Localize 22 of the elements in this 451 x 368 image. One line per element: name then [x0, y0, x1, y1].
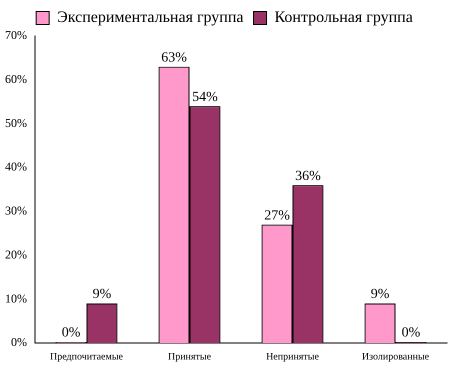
y-tick-label: 40% — [4, 160, 27, 174]
y-tick-label: 0% — [10, 335, 27, 350]
data-label: 54% — [192, 90, 218, 105]
legend-label: Экспериментальная группа — [57, 9, 244, 26]
data-label: 0% — [62, 326, 81, 341]
y-tick-label: 20% — [4, 247, 27, 262]
data-label: 9% — [370, 287, 390, 302]
x-tick-label: Непринятые — [266, 352, 320, 363]
data-label: 0% — [402, 326, 421, 341]
y-tick-label: 50% — [4, 116, 27, 130]
x-tick-label: Предпочитаемые — [50, 352, 124, 363]
y-tick-label: 10% — [4, 291, 27, 306]
y-tick-label: 70% — [4, 28, 27, 42]
y-tick-label: 60% — [4, 72, 27, 86]
y-tick-label: 30% — [4, 204, 27, 218]
data-label: 63% — [161, 50, 188, 66]
x-tick-label: Изолированные — [362, 352, 430, 363]
data-label: 27% — [264, 208, 290, 224]
data-label: 9% — [92, 287, 112, 302]
legend-label: Контрольная группа — [274, 9, 413, 26]
data-label: 36% — [295, 168, 322, 184]
x-tick-label: Принятые — [168, 352, 212, 363]
